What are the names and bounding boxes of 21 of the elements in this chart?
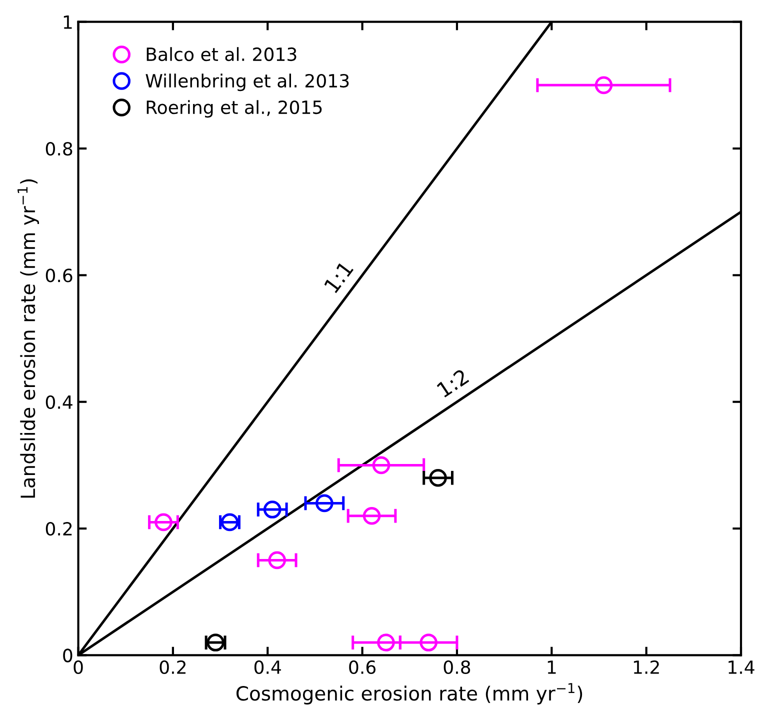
x-tick-label: 1.2 xyxy=(634,660,659,674)
legend-label: Willenbring et al. 2013 xyxy=(146,74,349,92)
y-tick-label: 0.2 xyxy=(46,522,72,536)
x-tick-label: 0 xyxy=(74,660,83,674)
x-tick-label: 1 xyxy=(548,660,556,674)
y-tick-label: 0.8 xyxy=(46,142,72,156)
legend-label: Balco et al. 2013 xyxy=(146,47,296,62)
y-tick-label: 0.4 xyxy=(46,395,72,409)
x-tick-label: 0.4 xyxy=(254,660,281,674)
x-tick-label: 1.4 xyxy=(728,660,754,674)
x-tick-label: 0.6 xyxy=(349,660,376,674)
x-tick-label: 0.2 xyxy=(160,660,186,674)
y-tick-label: 0.6 xyxy=(46,268,72,282)
x-axis-title: Cosmogenic erosion rate (mm yr$^{−1}$) xyxy=(236,683,582,704)
y-tick-label: 1 xyxy=(64,16,72,29)
y-tick-label: 0 xyxy=(63,648,72,662)
x-tick-label: 0.8 xyxy=(444,660,470,674)
annotation: 1:2 xyxy=(436,368,470,398)
annotation: 1:1 xyxy=(324,260,354,294)
y-axis-title: Landslide erosion rate (mm yr$^{−1}$) xyxy=(18,179,39,498)
legend-label: Roering et al., 2015 xyxy=(146,100,322,118)
